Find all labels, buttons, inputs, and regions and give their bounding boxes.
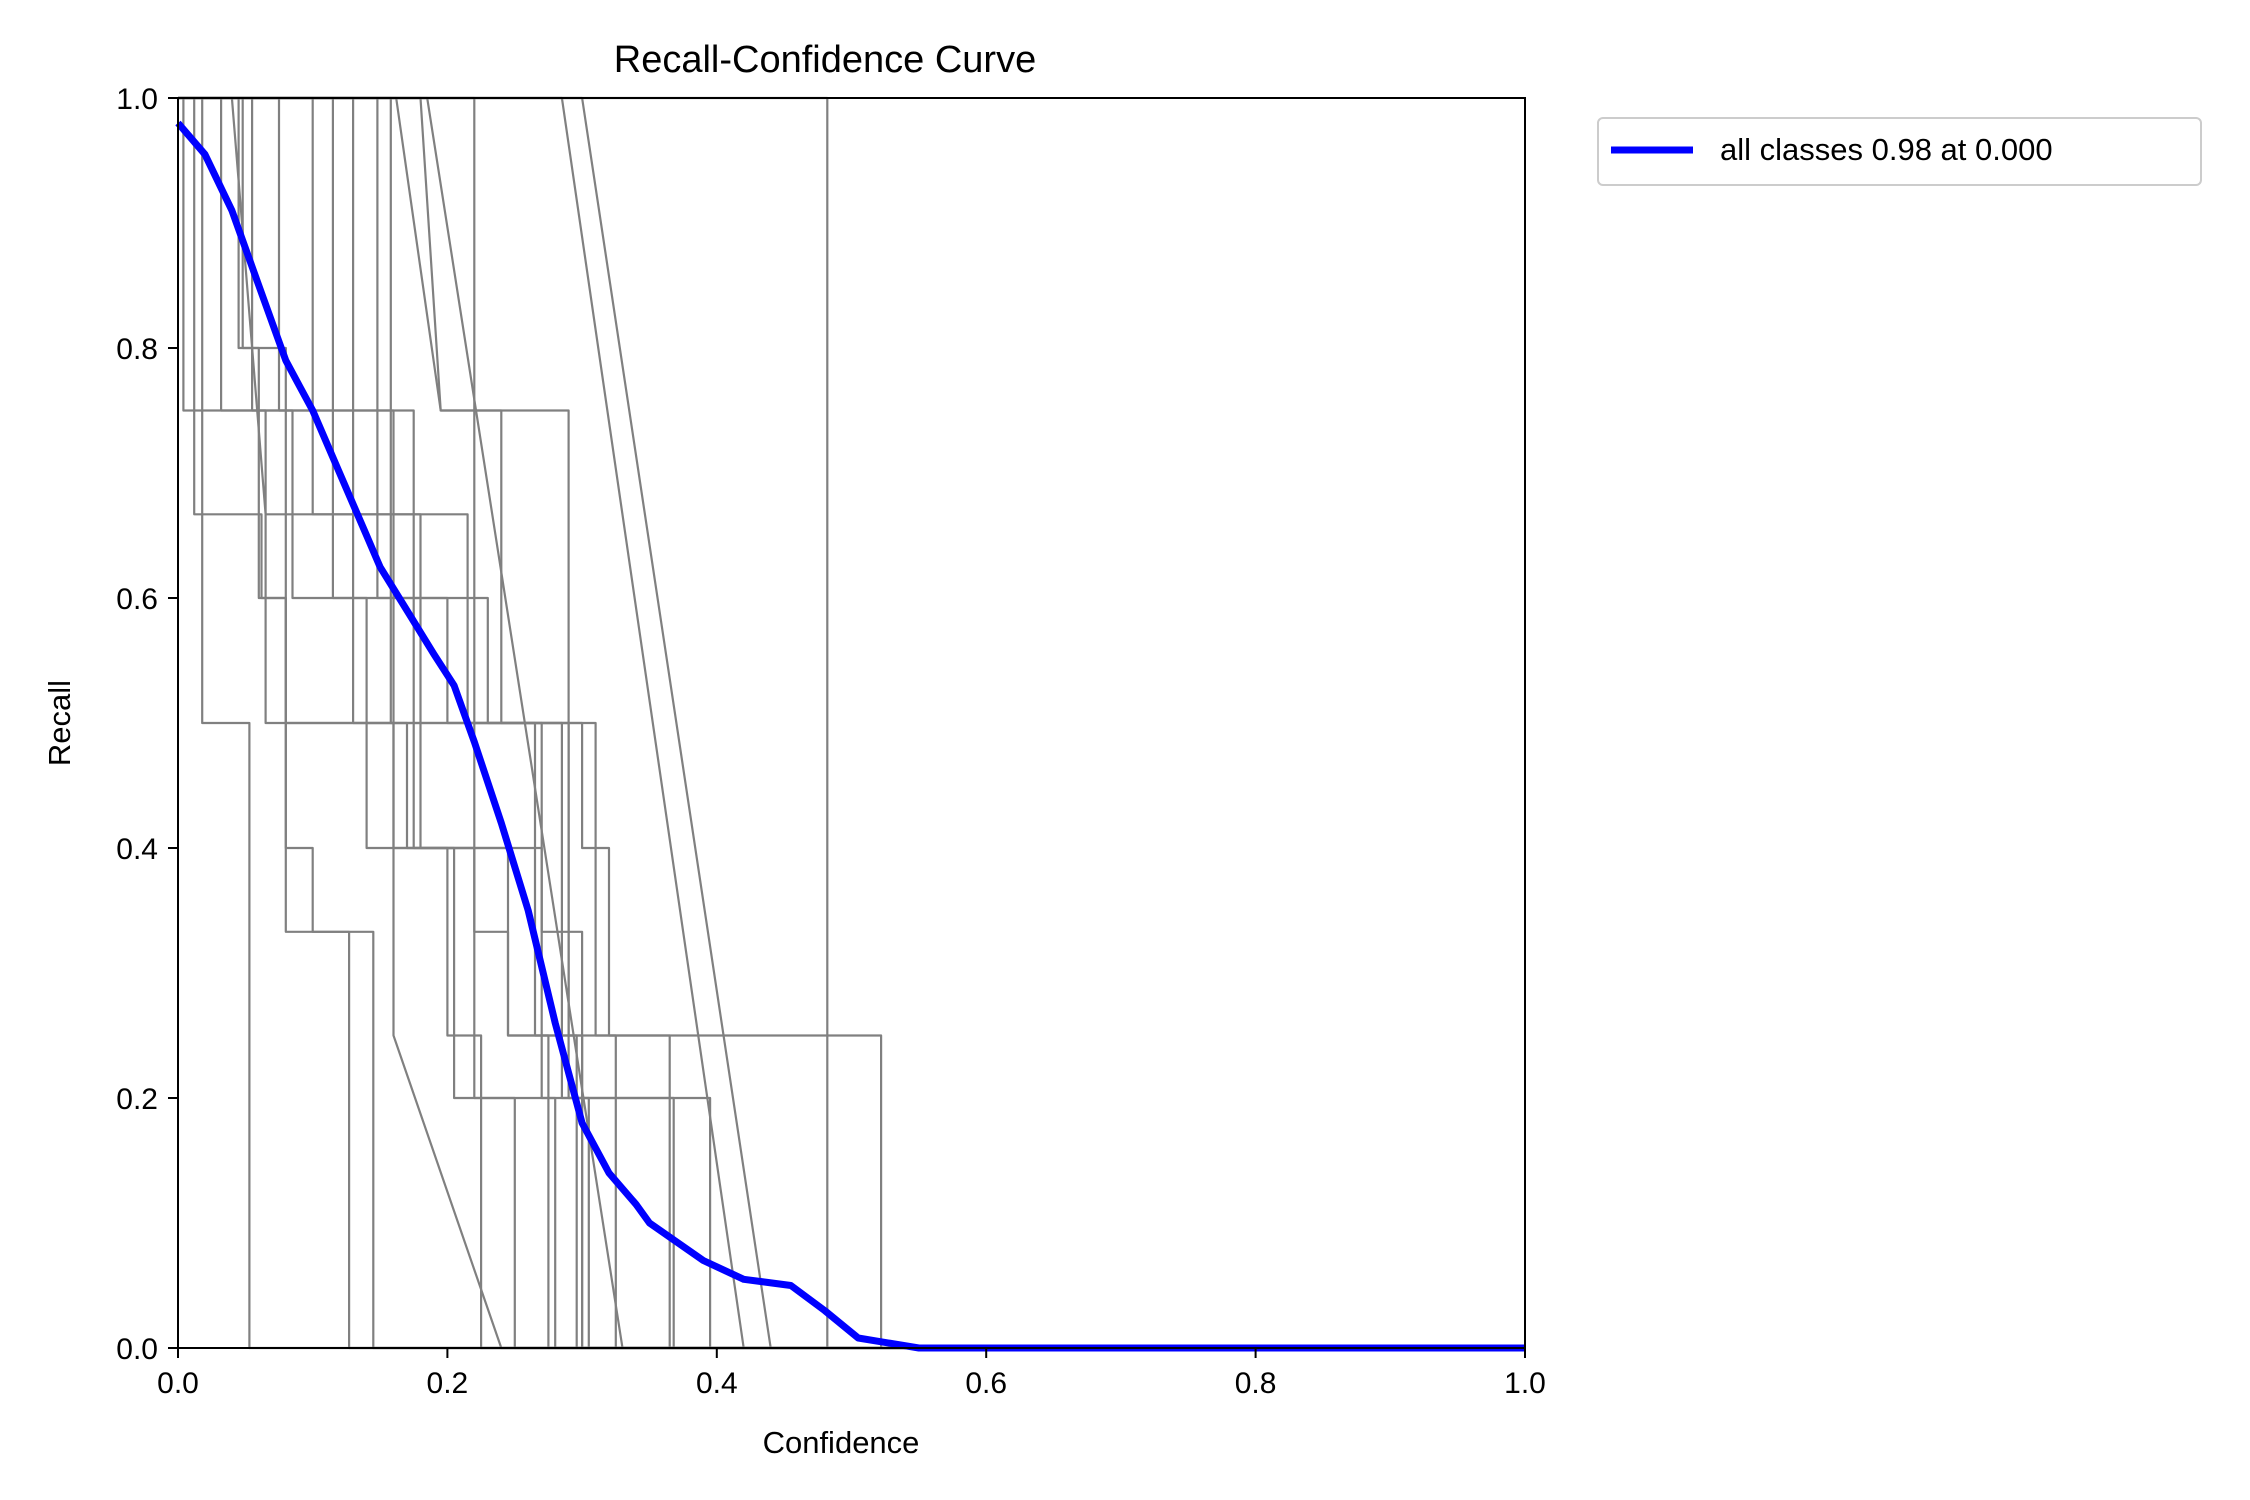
class-curve (178, 96, 1525, 1350)
class-curve (178, 96, 1525, 1350)
x-tick-label: 0.8 (1235, 1367, 1277, 1400)
series-layer (175, 96, 1525, 1352)
chart-title: Recall-Confidence Curve (614, 39, 1036, 81)
x-axis-label: Confidence (763, 1425, 920, 1460)
plot-frame (177, 97, 1526, 1349)
legend-label: all classes 0.98 at 0.000 (1720, 132, 2053, 167)
x-tick-label: 0.0 (157, 1367, 199, 1400)
class-curve (178, 96, 1525, 1350)
y-tick-label: 0.0 (116, 1333, 158, 1366)
y-axis-label: Recall (42, 680, 77, 766)
class-curve (178, 96, 1525, 1350)
y-axis: 0.0 0.2 0.4 0.6 0.8 1.0 (116, 83, 178, 1366)
x-axis: 0.0 0.2 0.4 0.6 0.8 1.0 (157, 1348, 1546, 1400)
x-tick-label: 0.6 (965, 1367, 1007, 1400)
y-tick-label: 1.0 (116, 83, 158, 116)
legend: all classes 0.98 at 0.000 (1597, 117, 2202, 186)
y-tick-label: 0.8 (116, 333, 158, 366)
x-tick-label: 1.0 (1504, 1367, 1546, 1400)
y-tick-label: 0.6 (116, 583, 158, 616)
y-tick-label: 0.2 (116, 1083, 158, 1116)
y-tick-label: 0.4 (116, 833, 158, 866)
x-tick-label: 0.4 (696, 1367, 738, 1400)
all-classes-curve (175, 120, 1525, 1352)
legend-box (1597, 117, 2202, 186)
x-tick-label: 0.2 (427, 1367, 469, 1400)
